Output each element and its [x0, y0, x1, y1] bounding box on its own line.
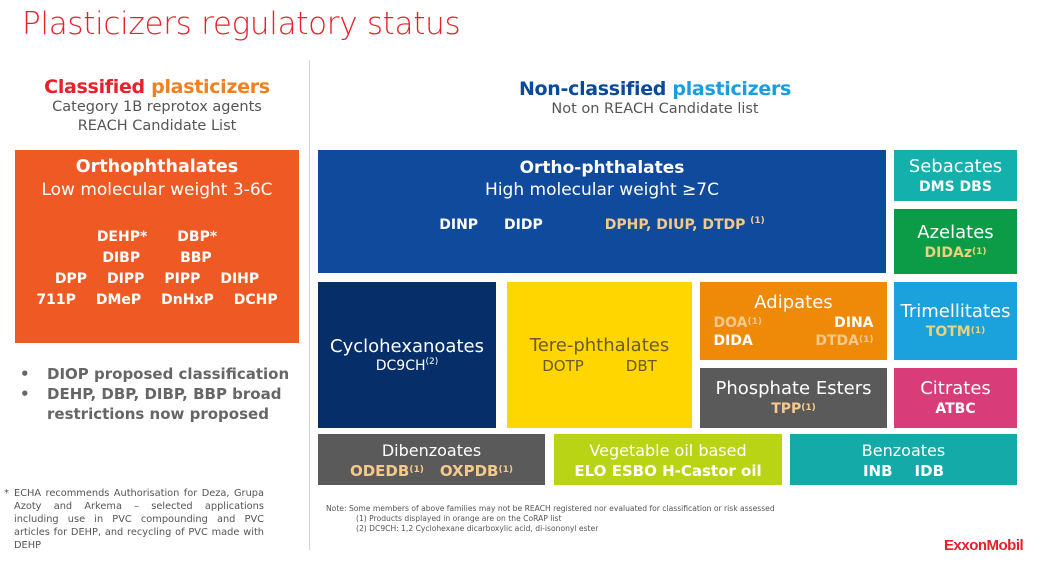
group-name: Tere-phthalates [529, 335, 670, 356]
member: DCHP [233, 292, 278, 308]
group-desc: Low molecular weight 3-6C [41, 180, 273, 200]
group-name: Azelates [917, 221, 994, 243]
member-row: DOTP DBT [542, 357, 657, 375]
group-name: Vegetable oil based [589, 440, 747, 460]
member: ATBC [935, 401, 976, 417]
member: DnHxP [161, 292, 214, 308]
member-corap: DTDA(1) [815, 333, 874, 349]
classified-sub1: Category 1B reprotox agents [52, 99, 262, 115]
member: INB [862, 461, 893, 480]
member: 711P [36, 292, 76, 308]
citrates-box: Citrates ATBC [894, 368, 1017, 428]
member-corap: TOTM(1) [925, 324, 986, 340]
member-row: DIBP BBP [36, 248, 277, 268]
member-row: DPP DIPP PIPP DIHP [36, 269, 277, 289]
page-title: Plasticizers regulatory status [22, 6, 461, 42]
member: DIPP [106, 271, 145, 287]
echa-footnote: * ECHA recommends Authorisation for Deza… [4, 488, 264, 551]
member: DIDP [504, 217, 543, 233]
member-corap: DPHP, DIUP, DTDP (1) [604, 216, 765, 233]
bullet-icon: • [20, 385, 30, 403]
member: DIHP [220, 271, 260, 287]
member-row: DEHP* DBP* [36, 227, 277, 247]
member: DC9CH(2) [375, 357, 439, 374]
phosphate-esters-box: Phosphate Esters TPP(1) [700, 368, 887, 428]
member-grid: DEHP* DBP* DIBP BBP DPP DIPP PIPP DIHP 7… [36, 227, 277, 310]
member-corap: ODEDB(1) [349, 461, 424, 480]
member-corap: DOA(1) [713, 315, 762, 331]
asterisk-icon: * [4, 488, 9, 499]
non-classified-header: Non-classified plasticizers Not on REACH… [420, 78, 890, 119]
classified-bullets: • DIOP proposed classification • DEHP, DBP… [20, 364, 300, 424]
member: BBP [180, 250, 212, 266]
dibenzoates-box: Dibenzoates ODEDB(1) OXPDB(1) [318, 434, 545, 485]
member-row: DINP DIDP DPHP, DIUP, DTDP (1) [439, 216, 765, 233]
group-name: Ortho-phthalates [519, 158, 685, 178]
member: IDB [914, 461, 945, 480]
adipates-box: Adipates DOA(1) DINA DIDA DTDA(1) [700, 282, 887, 360]
bullet-item: • DEHP, DBP, DIBP, BBP broad restrictions… [20, 385, 282, 423]
group-name: Dibenzoates [381, 440, 482, 460]
member-corap: DIDAz(1) [924, 244, 987, 261]
vegetable-oil-box: Vegetable oil based ELO ESBO H-Castor oi… [554, 434, 782, 485]
member-row: INB IDB [863, 462, 944, 480]
member: DIDA [713, 333, 753, 349]
member: DBT [625, 357, 657, 375]
member: DMeP [95, 292, 142, 308]
member: DMS DBS [919, 178, 992, 195]
group-desc: High molecular weight ≥7C [485, 180, 719, 200]
group-name: Cyclohexanoates [330, 336, 484, 357]
member-row: 711P DMeP DnHxP DCHP [36, 290, 277, 310]
bullet-item: • DIOP proposed classification [20, 365, 290, 383]
group-name: Citrates [920, 378, 991, 399]
classified-heading: Classified plasticizers [44, 76, 270, 98]
trimellitates-box: Trimellitates TOTM(1) [894, 282, 1017, 360]
group-name: Benzoates [861, 440, 946, 460]
group-name: Adipates [754, 292, 833, 313]
sebacates-box: Sebacates DMS DBS [894, 150, 1017, 201]
member-corap: TPP(1) [771, 401, 816, 417]
non-classified-sub: Not on REACH Candidate list [551, 101, 759, 117]
member-grid: DOA(1) DINA DIDA DTDA(1) [714, 314, 874, 350]
member: DPP [54, 271, 87, 287]
terephthalates-box: Tere-phthalates DOTP DBT [507, 282, 692, 428]
cyclohexanoates-box: Cyclohexanoates DC9CH(2) [318, 282, 496, 428]
benzoates-box: Benzoates INB IDB [790, 434, 1017, 485]
ortho-phthalates-high-box: Ortho-phthalates High molecular weight ≥… [318, 150, 886, 273]
member: DEHP* [96, 229, 148, 245]
member: ELO ESBO H-Castor oil [574, 461, 762, 480]
column-divider [309, 60, 310, 550]
member-row: ODEDB(1) OXPDB(1) [350, 462, 513, 480]
classified-header: Classified plasticizers Category 1B repr… [15, 76, 299, 136]
non-classified-heading: Non-classified plasticizers [518, 78, 792, 100]
member: DINA [834, 315, 874, 331]
note-line: (2) DC9CH: 1,2 Cyclohexane dicarboxylic … [356, 524, 599, 533]
note-line: (1) Products displayed in orange are on … [356, 514, 562, 523]
classified-sub2: REACH Candidate List [77, 118, 237, 134]
group-name: Orthophthalates [75, 157, 239, 177]
member-corap: OXPDB(1) [439, 461, 513, 480]
member: DINP [439, 217, 479, 233]
member: DBP* [177, 229, 218, 245]
group-name: Sebacates [908, 155, 1003, 177]
member: PIPP [164, 271, 201, 287]
group-name: Trimellitates [900, 301, 1011, 322]
member: DOTP [542, 357, 584, 375]
exxonmobil-logo: ExxonMobil [944, 537, 1024, 554]
orthophthalates-low-box: Orthophthalates Low molecular weight 3-6… [15, 150, 299, 343]
note-line: Note: Some members of above families may… [326, 504, 775, 513]
notes: Note: Some members of above families may… [326, 504, 775, 534]
member: DIBP [102, 250, 141, 266]
group-name: Phosphate Esters [715, 378, 872, 399]
bullet-icon: • [20, 365, 30, 383]
azelates-box: Azelates DIDAz(1) [894, 209, 1017, 274]
